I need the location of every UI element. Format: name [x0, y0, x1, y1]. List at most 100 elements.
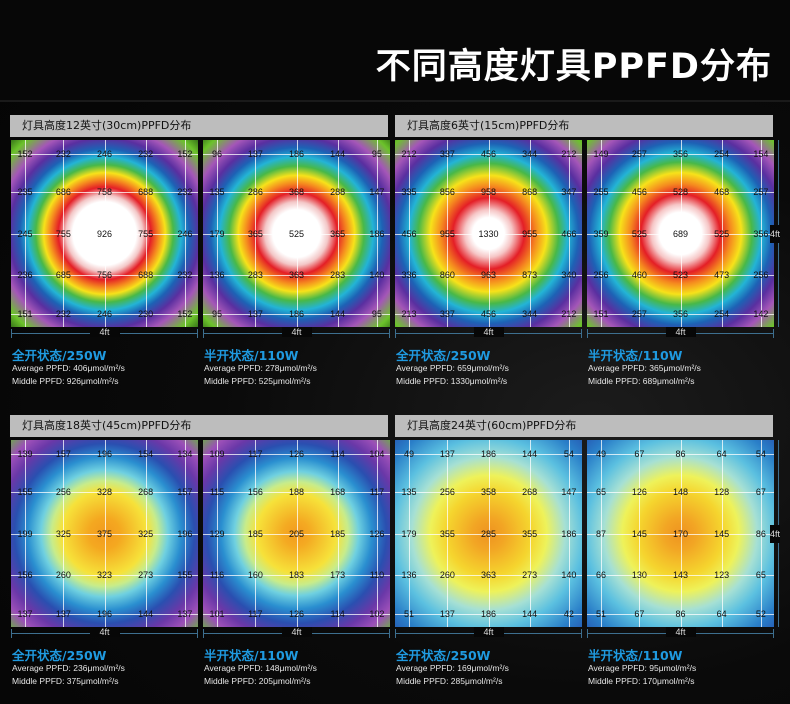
ppfd-value: 188	[288, 487, 305, 498]
ppfd-value: 128	[714, 487, 730, 498]
ruler-label: 4ft	[281, 627, 312, 637]
section-title: 灯具高度24英寸(60cm)PPFD分布	[395, 415, 773, 437]
gridline	[760, 140, 762, 327]
ppfd-value: 460	[631, 269, 647, 280]
ppfd-value: 232	[177, 187, 193, 198]
gridline	[145, 440, 147, 627]
gridline	[395, 233, 582, 235]
ppfd-value: 375	[96, 528, 113, 539]
ppfd-value: 110	[369, 569, 385, 580]
ppfd-value: 256	[55, 487, 71, 498]
gridline	[395, 613, 582, 615]
average-ppfd: Average PPFD: 169μmol/m²/s	[396, 663, 509, 673]
ppfd-value: 196	[96, 449, 113, 460]
ppfd-value: 755	[55, 228, 71, 239]
ruler-tick	[197, 629, 198, 638]
ppfd-value: 525	[714, 228, 730, 239]
ppfd-value: 689	[672, 228, 689, 239]
middle-ppfd: Middle PPFD: 170μmol/m²/s	[588, 676, 695, 686]
average-ppfd: Average PPFD: 236μmol/m²/s	[12, 663, 125, 673]
page-title: 不同高度灯具PPFD分布	[375, 47, 772, 87]
gridline	[145, 140, 147, 327]
ppfd-heatmap: 139 157 196 154 134 155 256 328 268 157 199 325 375 3…	[11, 440, 198, 627]
ppfd-value: 130	[631, 569, 647, 580]
gridline	[203, 533, 390, 535]
ppfd-value: 246	[96, 149, 113, 160]
ppfd-value: 336	[401, 269, 417, 280]
ppfd-value: 115	[209, 487, 225, 498]
gridline	[203, 274, 390, 276]
ppfd-value: 466	[561, 228, 577, 239]
power-status: 全开状态/250W	[12, 648, 107, 663]
gridline	[203, 574, 390, 576]
ppfd-value: 126	[631, 487, 647, 498]
ppfd-value: 179	[209, 228, 225, 239]
ppfd-value: 926	[96, 228, 113, 239]
gridline	[376, 440, 378, 627]
ppfd-value: 86	[675, 608, 686, 619]
ppfd-value: 148	[672, 487, 689, 498]
middle-ppfd: Middle PPFD: 689μmol/m²/s	[588, 376, 695, 386]
ppfd-value: 65	[755, 569, 766, 580]
gridline	[395, 574, 582, 576]
ppfd-value: 245	[17, 228, 33, 239]
ppfd-value: 356	[753, 228, 769, 239]
ppfd-value: 144	[330, 308, 346, 319]
average-ppfd: Average PPFD: 659μmol/m²/s	[396, 363, 509, 373]
section-title: 灯具高度12英寸(30cm)PPFD分布	[10, 115, 388, 137]
gridline	[11, 313, 198, 315]
gridline	[203, 313, 390, 315]
ppfd-value: 260	[55, 569, 71, 580]
ppfd-value: 137	[247, 308, 263, 319]
ppfd-heatmap: 49 67 86 64 54 65 126 148 128 67 87 145 170 145 86 66 13…	[587, 440, 774, 627]
ppfd-value: 868	[522, 187, 538, 198]
ppfd-value: 156	[17, 569, 33, 580]
gridline	[337, 440, 339, 627]
ppfd-value: 232	[55, 149, 71, 160]
ppfd-section: 灯具高度24英寸(60cm)PPFD分布 49 137 186 144 54 135 256 3…	[395, 415, 781, 686]
ruler-label: 4ft	[473, 627, 504, 637]
ppfd-value: 363	[288, 269, 305, 280]
average-ppfd: Average PPFD: 148μmol/m²/s	[204, 663, 317, 673]
ruler-tick	[203, 629, 204, 638]
ppfd-heatmap: 109 117 126 114 104 115 156 188 168 117 129 185 205 1…	[203, 440, 390, 627]
ppfd-value: 49	[404, 449, 415, 460]
ppfd-value: 137	[55, 608, 71, 619]
gridline	[587, 313, 774, 315]
gridline	[568, 440, 570, 627]
ppfd-value: 155	[17, 487, 33, 498]
ppfd-value: 963	[480, 269, 497, 280]
ppfd-value: 365	[247, 228, 263, 239]
ppfd-value: 268	[522, 487, 538, 498]
ppfd-value: 145	[714, 528, 730, 539]
ppfd-value: 67	[634, 608, 645, 619]
ppfd-value: 144	[522, 608, 538, 619]
ppfd-value: 137	[439, 608, 455, 619]
ppfd-value: 136	[209, 269, 225, 280]
gridline	[11, 274, 198, 276]
ppfd-value: 958	[480, 187, 497, 198]
ppfd-value: 254	[714, 308, 730, 319]
ppfd-value: 340	[561, 269, 577, 280]
ppfd-value: 955	[522, 228, 538, 239]
ppfd-value: 151	[593, 308, 609, 319]
ppfd-value: 114	[330, 608, 345, 619]
ppfd-value: 196	[177, 528, 193, 539]
ppfd-value: 873	[522, 269, 538, 280]
ppfd-value: 256	[753, 269, 769, 280]
ruler-label: 4ft	[665, 627, 696, 637]
ppfd-value: 149	[593, 149, 609, 160]
ruler-tick	[197, 329, 198, 338]
ppfd-value: 257	[753, 187, 769, 198]
ppfd-value: 157	[177, 487, 193, 498]
ppfd-value: 86	[755, 528, 766, 539]
width-ruler: 4ft	[395, 627, 582, 638]
power-status: 全开状态/250W	[396, 348, 491, 363]
ppfd-value: 185	[247, 528, 263, 539]
ppfd-value: 173	[330, 569, 346, 580]
ppfd-value: 196	[96, 608, 113, 619]
ruler-label: 4ft	[89, 627, 120, 637]
width-ruler: 4ft	[395, 327, 582, 338]
ppfd-value: 260	[439, 569, 455, 580]
ppfd-value: 758	[96, 187, 113, 198]
